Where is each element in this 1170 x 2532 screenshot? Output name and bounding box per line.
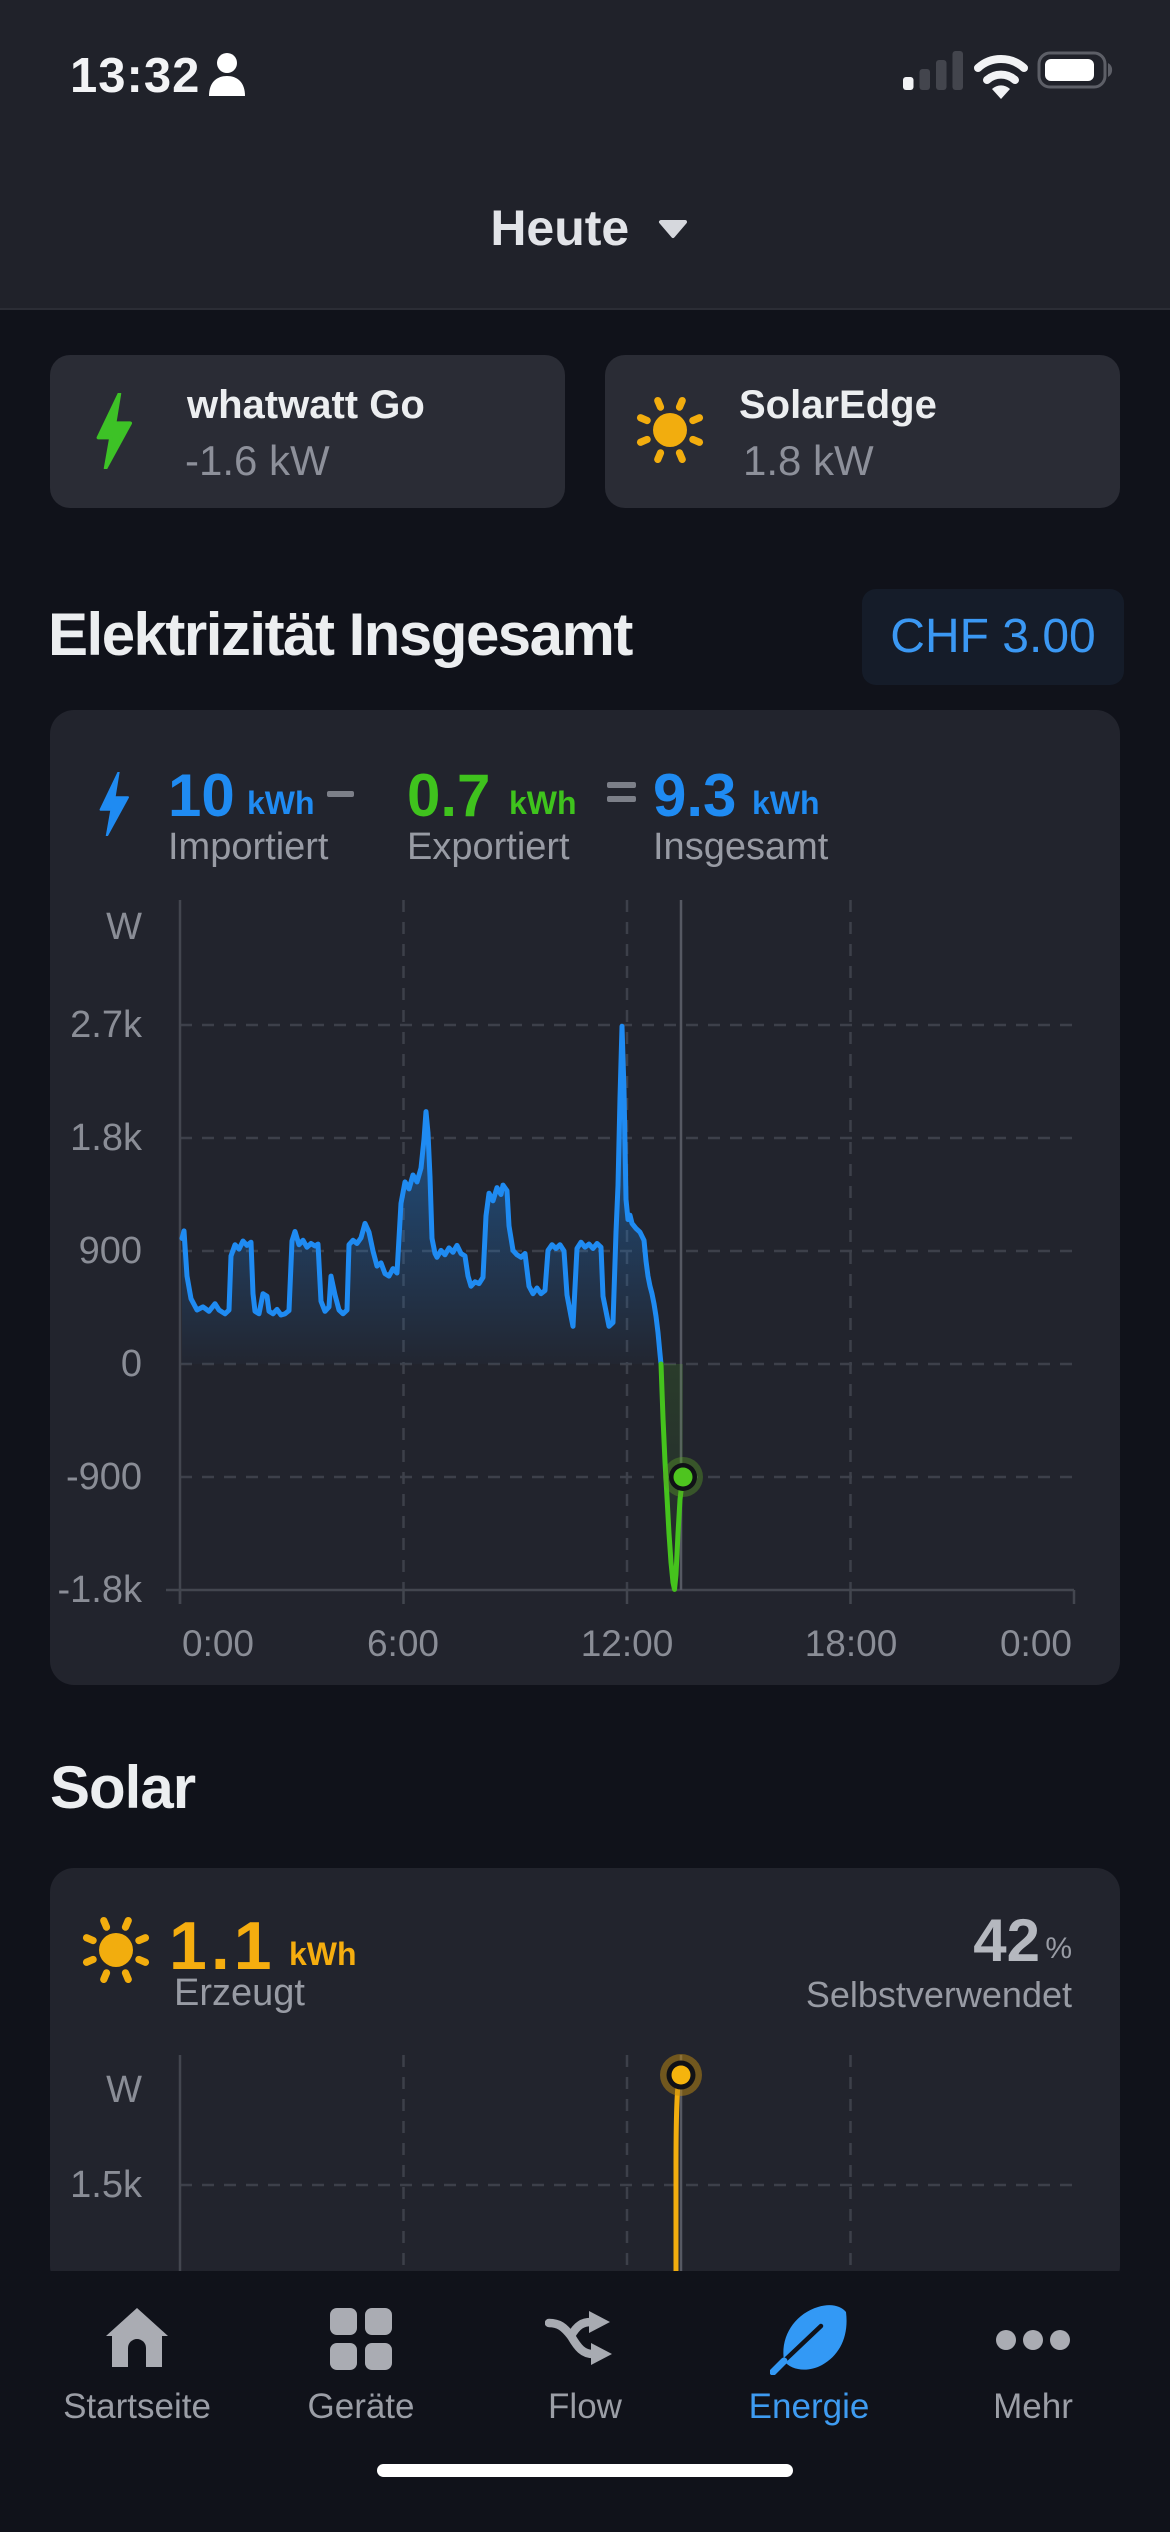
svg-text:-900: -900	[66, 1456, 142, 1498]
svg-text:6:00: 6:00	[367, 1623, 439, 1664]
svg-text:-1.8k: -1.8k	[58, 1569, 143, 1611]
svg-text:12:00: 12:00	[581, 1623, 674, 1664]
svg-text:900: 900	[79, 1230, 142, 1272]
svg-text:18:00: 18:00	[805, 1623, 898, 1664]
svg-text:0:00: 0:00	[1000, 1623, 1072, 1664]
svg-text:W: W	[106, 906, 142, 948]
svg-text:1.8k: 1.8k	[70, 1117, 143, 1159]
svg-text:0:00: 0:00	[182, 1623, 254, 1664]
svg-text:1.5k: 1.5k	[70, 2164, 143, 2206]
svg-text:0: 0	[121, 1343, 142, 1385]
svg-text:2.7k: 2.7k	[70, 1004, 143, 1046]
svg-text:W: W	[106, 2069, 142, 2111]
